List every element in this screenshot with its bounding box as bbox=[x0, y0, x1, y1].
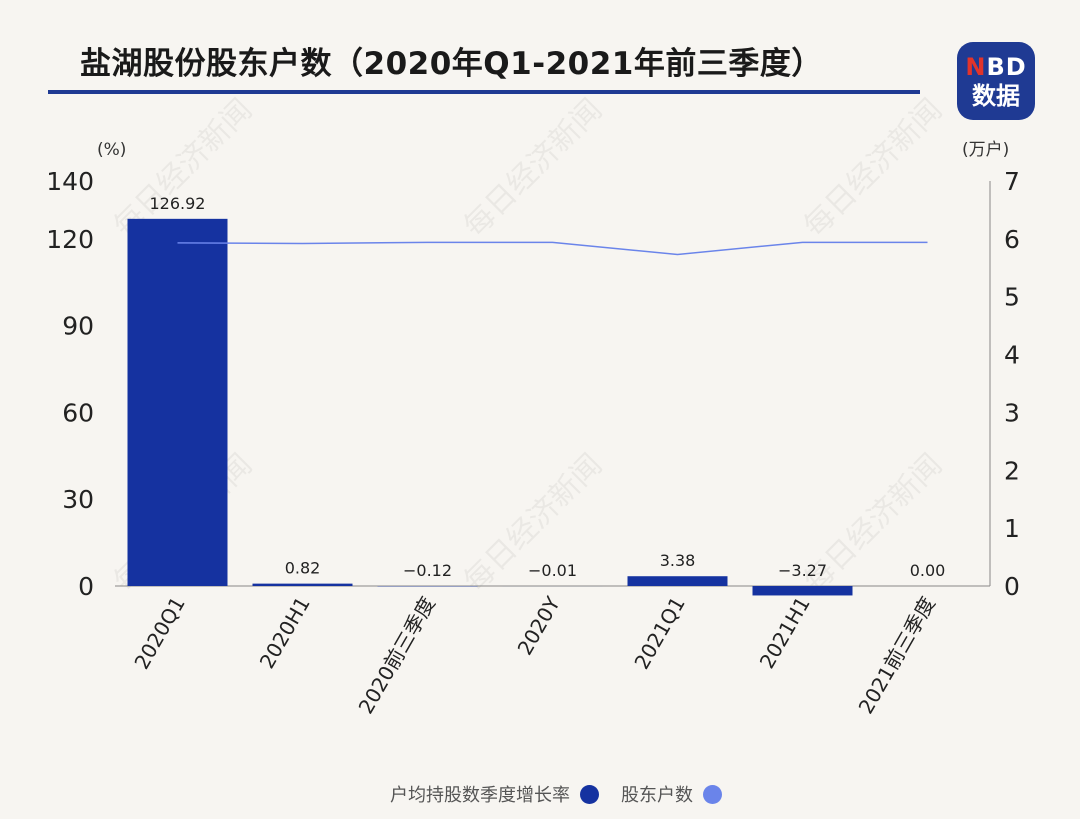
x-tick-label: 2020Y bbox=[512, 592, 565, 659]
right-tick-label: 6 bbox=[1004, 225, 1020, 254]
bar-value-label: −0.12 bbox=[403, 561, 452, 580]
right-tick-label: 1 bbox=[1004, 514, 1020, 543]
left-axis-unit: (%) bbox=[97, 140, 126, 160]
bar-2020Q1 bbox=[128, 219, 228, 586]
right-axis-unit: (万户) bbox=[962, 140, 1009, 160]
bar-value-label: 3.38 bbox=[660, 551, 696, 570]
x-tick-label: 2021前三季度 bbox=[854, 593, 940, 718]
left-tick-label: 120 bbox=[46, 225, 94, 254]
x-tick-label: 2020Q1 bbox=[129, 593, 189, 674]
bar-value-label: 126.92 bbox=[150, 194, 206, 213]
legend-line-label: 股东户数 bbox=[621, 781, 693, 807]
right-tick-label: 5 bbox=[1004, 283, 1020, 312]
x-tick-label: 2020H1 bbox=[255, 593, 315, 673]
bar-value-label: 0.00 bbox=[910, 561, 946, 580]
legend: 户均持股数季度增长率 股东户数 bbox=[390, 780, 722, 808]
left-tick-label: 60 bbox=[62, 398, 94, 427]
x-tick-label: 2021Q1 bbox=[629, 593, 689, 674]
shareholder-count-line bbox=[178, 242, 928, 254]
right-tick-label: 0 bbox=[1004, 572, 1020, 601]
legend-line-swatch bbox=[703, 785, 722, 804]
right-tick-label: 2 bbox=[1004, 456, 1020, 485]
x-tick-label: 2020前三季度 bbox=[354, 593, 440, 718]
bar-value-label: 0.82 bbox=[285, 559, 321, 578]
bar-2021H1 bbox=[753, 586, 853, 595]
right-tick-label: 3 bbox=[1004, 398, 1020, 427]
bar-value-label: −0.01 bbox=[528, 561, 577, 580]
watermark-text-2: 每日经济新闻 bbox=[797, 92, 949, 244]
bar-2021Q1 bbox=[628, 576, 728, 586]
watermark-text-1: 每日经济新闻 bbox=[457, 92, 609, 244]
bar-value-label: −3.27 bbox=[778, 561, 827, 580]
left-tick-label: 30 bbox=[62, 485, 94, 514]
left-tick-label: 0 bbox=[78, 572, 94, 601]
right-tick-label: 7 bbox=[1004, 167, 1020, 196]
bar-2020H1 bbox=[253, 584, 353, 586]
left-tick-label: 90 bbox=[62, 312, 94, 341]
legend-bar-label: 户均持股数季度增长率 bbox=[390, 781, 570, 807]
legend-bar-swatch bbox=[580, 785, 599, 804]
left-tick-label: 140 bbox=[46, 167, 94, 196]
x-tick-label: 2021H1 bbox=[755, 593, 815, 673]
right-tick-label: 4 bbox=[1004, 341, 1020, 370]
